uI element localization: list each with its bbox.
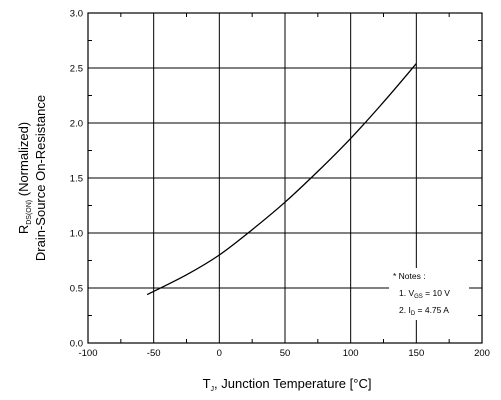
y-tick-label: 0.0 [70,339,83,350]
note-line-2: 2. ID = 4.75 A [399,305,449,317]
y-tick-label: 2.5 [70,64,83,75]
note-line-1: 1. VGS = 10 V [399,288,450,300]
note-2-suffix: = 4.75 A [415,305,449,315]
notes-title: * Notes : [393,271,426,281]
x-tick-label: 200 [474,348,490,359]
x-axis-text: , Junction Temperature [°C] [214,376,371,391]
y-tick-label: 0.5 [70,284,83,295]
y-axis-symbol: R [16,225,31,234]
x-tick-label: -50 [147,348,161,359]
y-axis-label-line-2: Drain-Source On-Resistance [33,95,48,261]
grid-lines [88,13,482,343]
y-tick-label: 1.5 [70,174,83,185]
x-tick-label: 50 [280,348,291,359]
series-line-0 [146,63,417,296]
y-tick-labels: 0.0 0.5 1.0 1.5 2.0 2.5 3.0 [70,9,83,350]
x-axis-subscript: J [211,386,215,393]
x-tick-label: 100 [343,348,359,359]
note-2-sub: D [411,311,416,317]
minor-ticks [88,13,482,343]
note-1-suffix: = 10 V [423,288,451,298]
notes-box: * Notes : 1. VGS = 10 V 2. ID = 4.75 A [389,268,469,320]
x-axis-label: TJ, Junction Temperature [°C] [203,376,372,393]
plot-frame [87,12,483,344]
y-tick-label: 2.0 [70,119,83,130]
x-tick-labels: -100 -50 0 50 100 150 200 [78,348,489,359]
x-axis-symbol: T [203,376,211,391]
series-group [146,63,417,296]
y-axis-label-line-1: RDS(ON) (Normalized) [16,122,33,234]
notes-background [389,268,469,320]
y-tick-label: 1.0 [70,229,83,240]
note-1-sub: GS [414,294,423,300]
x-tick-label: 150 [408,348,424,359]
note-1-prefix: 1. V [399,288,414,298]
x-tick-label: -100 [78,348,97,359]
x-tick-label: 0 [217,348,222,359]
y-axis-text: (Normalized) [16,122,31,200]
note-2-prefix: 2. I [399,305,411,315]
y-tick-label: 3.0 [70,9,83,20]
y-axis-subscript: DS(ON) [26,200,33,225]
